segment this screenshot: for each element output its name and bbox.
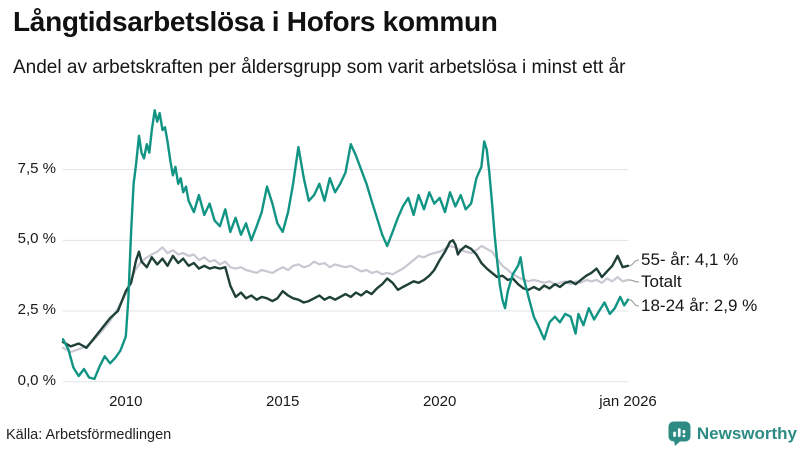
end-label-connector-55-ar xyxy=(628,259,640,267)
end-label-connector-18-24-ar xyxy=(628,299,640,307)
x-tick-label: 2020 xyxy=(422,393,457,410)
series-end-label-55-ar: 55- år: 4,1 % xyxy=(641,250,739,269)
y-tick-label: 2,5 % xyxy=(17,301,56,319)
series-line-55-ar xyxy=(61,239,630,349)
x-tick-label: 2015 xyxy=(266,393,300,410)
newsworthy-label: Newsworthy xyxy=(696,423,797,443)
chart-subtitle: Andel av arbetskraften per åldersgrupp s… xyxy=(13,57,626,78)
page-title: Långtidsarbetslösa i Hofors kommun xyxy=(13,6,498,37)
end-label-connector-totalt xyxy=(628,279,640,283)
x-tick-label: 2010 xyxy=(109,393,143,410)
series-line-18-24-ar xyxy=(61,109,630,381)
y-tick-label: 5,0 % xyxy=(17,230,56,248)
newsworthy-logo-icon xyxy=(668,421,691,446)
series-end-label-18-24-ar: 18-24 år: 2,9 % xyxy=(641,296,758,315)
y-tick-label: 0,0 % xyxy=(17,371,56,389)
series-line-totalt xyxy=(61,244,630,354)
newsworthy-brand-link[interactable]: Newsworthy xyxy=(668,421,797,446)
series-end-label-totalt: Totalt xyxy=(641,272,682,291)
y-tick-label: 7,5 % xyxy=(17,159,56,177)
x-tick-label: jan 2026 xyxy=(599,393,657,410)
source-note: Källa: Arbetsförmedlingen xyxy=(6,427,172,443)
